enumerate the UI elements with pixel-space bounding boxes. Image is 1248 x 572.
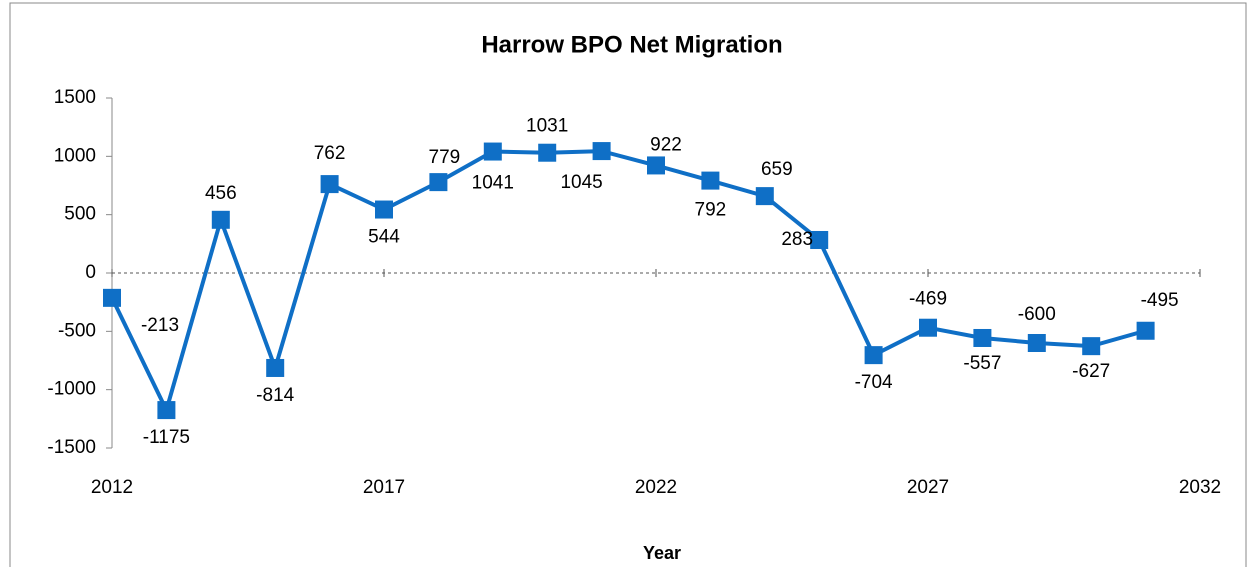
y-tick-label: -1000	[47, 379, 96, 400]
data-label: 456	[205, 183, 237, 204]
data-label: -495	[1141, 290, 1179, 311]
data-label: -627	[1072, 361, 1110, 382]
marker	[157, 401, 176, 420]
data-label: -1175	[143, 427, 190, 448]
marker	[320, 175, 339, 194]
data-label: 1045	[560, 172, 602, 193]
marker	[647, 156, 665, 175]
data-label: -600	[1018, 304, 1056, 325]
data-label: 283	[781, 229, 813, 250]
marker	[919, 318, 937, 337]
marker	[429, 173, 448, 192]
x-tick-label: 2022	[635, 477, 677, 498]
marker	[592, 142, 611, 161]
y-tick-label: -1500	[47, 437, 96, 458]
marker	[266, 358, 285, 377]
data-label: -213	[141, 315, 179, 336]
x-tick-label: 2017	[363, 477, 405, 498]
chart-title: Harrow BPO Net Migration	[481, 31, 782, 58]
marker	[1027, 334, 1046, 352]
data-label: -704	[855, 372, 893, 393]
marker	[810, 230, 829, 249]
marker	[864, 346, 883, 365]
x-tick-label: 2027	[907, 477, 949, 498]
series-line	[110, 149, 1147, 416]
data-label: 792	[695, 200, 727, 221]
x-axis-label: Year	[643, 543, 681, 563]
data-label: 1031	[526, 116, 568, 137]
data-label: 659	[761, 159, 793, 180]
marker	[375, 200, 393, 219]
y-tick-label: 1000	[54, 145, 96, 166]
data-label: -814	[256, 385, 294, 406]
marker	[755, 187, 774, 206]
data-label: 762	[314, 143, 346, 164]
y-tick-label: 500	[64, 204, 96, 225]
marker	[538, 143, 557, 162]
data-label: 922	[650, 134, 682, 155]
x-tick-label: 2032	[1179, 477, 1221, 498]
data-label: -469	[909, 289, 947, 310]
marker	[1136, 321, 1155, 340]
x-tick-label: 2012	[91, 477, 133, 498]
y-tick-label: 0	[85, 262, 96, 283]
marker	[211, 210, 230, 229]
y-tick-label: 1500	[54, 87, 96, 108]
marker	[483, 142, 502, 161]
data-label: 1041	[472, 173, 514, 194]
marker	[1082, 337, 1101, 356]
data-label: 779	[429, 147, 461, 168]
marker	[701, 171, 720, 190]
y-tick-label: -500	[58, 320, 96, 341]
chart-border	[9, 2, 1247, 572]
data-label: 544	[368, 227, 400, 248]
data-label: -557	[963, 353, 1001, 374]
marker	[973, 328, 992, 347]
marker	[103, 288, 121, 307]
